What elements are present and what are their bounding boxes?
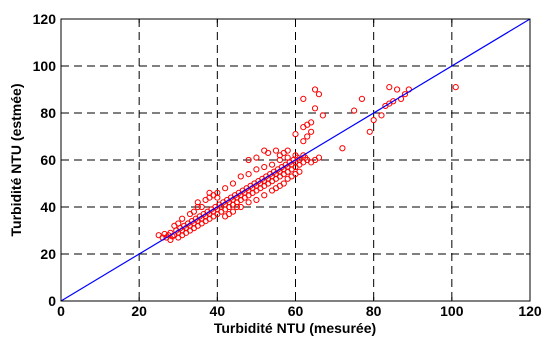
- y-tick-label: 100: [33, 58, 57, 74]
- data-point: [311, 105, 319, 112]
- x-tick-label: 100: [440, 303, 464, 319]
- data-point: [245, 199, 252, 206]
- data-point: [171, 222, 178, 229]
- y-tick-label: 80: [40, 105, 56, 121]
- data-point: [237, 173, 244, 180]
- data-point: [284, 147, 291, 154]
- reference-line-group: [60, 18, 531, 302]
- data-point: [198, 203, 205, 211]
- data-point: [179, 215, 186, 222]
- data-point: [229, 180, 237, 187]
- data-point: [300, 95, 307, 103]
- reference-line: [60, 18, 531, 302]
- data-point: [222, 185, 229, 192]
- data-point: [194, 203, 201, 211]
- data-point: [311, 86, 319, 93]
- y-tick-label: 40: [40, 199, 56, 215]
- data-point: [186, 210, 194, 218]
- y-tick-label: 20: [40, 246, 56, 262]
- data-point: [284, 154, 291, 161]
- data-point: [296, 168, 303, 175]
- data-point: [268, 161, 276, 168]
- data-point: [315, 154, 323, 161]
- data-point: [253, 166, 260, 173]
- plot-frame: [60, 18, 531, 302]
- data-point: [161, 230, 168, 238]
- data-point: [366, 128, 373, 135]
- data-point: [194, 199, 201, 206]
- x-tick-label: 0: [57, 303, 65, 319]
- data-point: [300, 138, 307, 145]
- data-point: [308, 119, 315, 126]
- data-point: [452, 84, 459, 91]
- data-point: [378, 112, 385, 119]
- data-point: [390, 98, 397, 105]
- data-point: [167, 236, 174, 243]
- data-point: [300, 152, 307, 159]
- x-tick-label: 80: [366, 303, 382, 319]
- data-point: [319, 112, 326, 119]
- data-point: [304, 133, 311, 140]
- data-point: [245, 156, 252, 164]
- data-point: [339, 145, 346, 152]
- data-point: [315, 91, 323, 98]
- data-point: [370, 116, 377, 124]
- data-point: [202, 196, 209, 204]
- data-point: [351, 107, 358, 114]
- data-point: [261, 147, 268, 154]
- x-tick-label: 120: [518, 303, 542, 319]
- x-tick-label: 60: [288, 303, 304, 319]
- x-tick-label: 20: [131, 303, 147, 319]
- data-point: [225, 210, 233, 218]
- data-point: [245, 171, 252, 178]
- y-axis-label: Turbidité NTU (estmée): [8, 84, 24, 237]
- data-point: [237, 203, 244, 211]
- data-point: [276, 156, 283, 164]
- data-point: [386, 84, 393, 91]
- data-point: [394, 86, 401, 93]
- data-point: [401, 91, 409, 98]
- data-point: [292, 152, 299, 159]
- y-tick-label: 60: [40, 152, 56, 168]
- data-point: [233, 203, 240, 211]
- data-point: [358, 95, 366, 103]
- tick-labels: 0 20 40 60 80 100 120 0 20 40 60 80 100 120: [33, 11, 542, 319]
- data-point: [206, 189, 213, 196]
- data-point: [292, 131, 299, 138]
- x-axis-label: Turbidité NTU (mesurée): [214, 320, 376, 336]
- data-point: [280, 180, 287, 187]
- data-points: [155, 84, 459, 243]
- data-point: [308, 128, 315, 135]
- data-point: [253, 154, 260, 161]
- data-point: [261, 163, 268, 171]
- x-tick-label: 40: [210, 303, 226, 319]
- data-point: [253, 196, 260, 204]
- y-tick-label: 0: [48, 293, 56, 309]
- data-point: [272, 147, 280, 154]
- y-tick-label: 120: [33, 11, 57, 27]
- data-point: [261, 192, 268, 199]
